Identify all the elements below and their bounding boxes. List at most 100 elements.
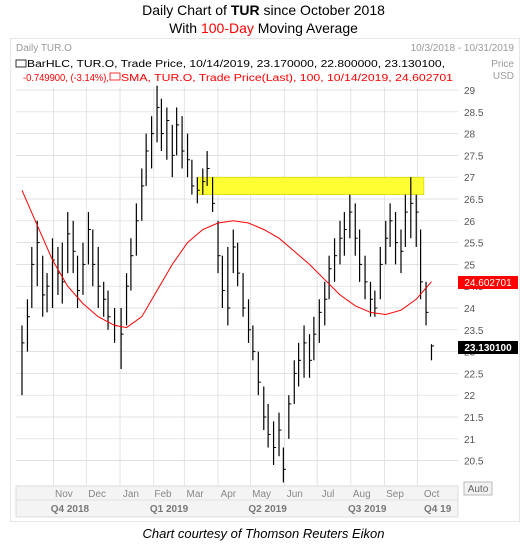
- ticker-symbol: TUR: [230, 2, 260, 18]
- price-bar: [87, 212, 91, 265]
- price-bar: [257, 351, 261, 396]
- y-tick-label: 20.5: [464, 457, 484, 468]
- y-tick-label: 28.5: [464, 108, 484, 119]
- price-bar: [400, 229, 404, 274]
- price-bar: [150, 116, 155, 169]
- price-bar: [135, 203, 139, 256]
- price-chart: 2928.52827.52726.52625.52524.52423.52322…: [10, 38, 520, 522]
- price-bar: [191, 159, 195, 195]
- price-bar: [293, 360, 297, 404]
- price-bar: [419, 229, 424, 300]
- price-bar: [42, 255, 46, 317]
- y-tick-label: 25: [464, 260, 476, 271]
- price-bar: [125, 273, 130, 326]
- price-bar: [288, 395, 292, 439]
- price-bar: [318, 299, 322, 343]
- price-bar: [394, 212, 399, 265]
- price-bar: [364, 255, 368, 300]
- y-tick-label: 28: [464, 130, 476, 141]
- price-bar: [349, 194, 353, 239]
- price-bar: [379, 246, 383, 300]
- price-bar: [298, 342, 302, 387]
- price-bar: [141, 168, 145, 221]
- sma-line: [21, 190, 432, 329]
- price-bar: [166, 107, 170, 160]
- price-bar: [272, 421, 277, 465]
- price-bar: [186, 133, 191, 178]
- price-bar: [303, 325, 307, 378]
- y-tick-label: 25.5: [464, 239, 484, 250]
- sma-legend-text: SMA, TUR.O, Trade Price(Last), 100, 10/1…: [121, 73, 454, 84]
- x-quarter-label: Q2 2019: [248, 504, 287, 515]
- price-axis-label: Price: [491, 59, 514, 70]
- x-axis-strip: [15, 485, 459, 518]
- price-bar: [130, 238, 134, 291]
- price-bar: [26, 299, 30, 352]
- y-tick-label: 24: [464, 304, 476, 315]
- y-tick-label: 23.5: [464, 326, 484, 337]
- x-month-label: Oct: [424, 489, 440, 500]
- chart-title-line1: Daily Chart of TUR since October 2018: [142, 2, 385, 18]
- price-bar: [404, 194, 408, 247]
- price-bar: [237, 242, 241, 287]
- bars-legend-icon: [15, 59, 27, 68]
- x-month-label: Dec: [88, 489, 106, 500]
- price-bar: [242, 273, 246, 317]
- x-month-label: Jan: [123, 489, 139, 500]
- price-bar: [343, 212, 347, 256]
- price-bar: [46, 273, 50, 313]
- price-bar: [120, 308, 124, 370]
- price-bar: [171, 124, 175, 178]
- x-month-label: Jun: [287, 489, 303, 500]
- x-quarter-label: Q3 2019: [348, 504, 387, 515]
- chart-frame: [10, 38, 520, 522]
- chart-date-range: 10/3/2018 - 10/31/2019: [411, 43, 515, 54]
- grid-lines: [16, 87, 458, 486]
- chart-header-title: Daily TUR.O: [16, 43, 72, 54]
- price-bar: [313, 316, 317, 361]
- price-bar: [196, 177, 200, 204]
- last-price-tag: [458, 341, 518, 354]
- price-bar: [385, 220, 389, 265]
- price-bar: [67, 212, 71, 274]
- price-bar: [369, 281, 373, 317]
- x-month-label: Apr: [221, 489, 237, 500]
- price-bar: [145, 133, 149, 186]
- price-bar: [339, 220, 343, 265]
- moving-average-period: 100-Day: [200, 20, 254, 36]
- sma-value-label: 24.602701: [464, 278, 512, 289]
- price-bar: [247, 299, 252, 343]
- highlight-band: [197, 176, 425, 195]
- price-bar: [92, 229, 96, 287]
- y-tick-label: 26: [464, 217, 476, 228]
- y-tick-label: 29: [464, 86, 476, 97]
- sma-legend-icon: [109, 72, 121, 81]
- price-bar: [252, 325, 256, 361]
- auto-scale-button[interactable]: [463, 481, 493, 496]
- y-tick-label: 27: [464, 173, 476, 184]
- price-bar: [324, 281, 328, 326]
- price-bar: [202, 168, 206, 195]
- x-axis: Nov Dec Jan Feb Mar Apr May Jun Jul Aug Sep Oct Q4 2…: [15, 485, 459, 518]
- x-month-label: Nov: [55, 489, 73, 500]
- price-bar: [359, 229, 363, 282]
- price-bar: [221, 255, 225, 308]
- price-bar: [217, 220, 221, 274]
- price-bar: [103, 281, 107, 317]
- price-bar: [354, 203, 358, 256]
- y-tick-label: 21.5: [464, 413, 484, 424]
- x-month-label: Sep: [386, 489, 404, 500]
- price-bar: [267, 403, 271, 448]
- x-quarter-label: Q4 19: [424, 504, 452, 515]
- price-bar: [176, 107, 180, 156]
- price-bar: [308, 334, 313, 378]
- price-bar: [181, 116, 185, 169]
- price-bar: [415, 194, 419, 247]
- last-price-label: 23.130100: [464, 343, 512, 354]
- y-tick-label: 22.5: [464, 369, 484, 380]
- price-bar: [82, 242, 86, 295]
- price-bar: [36, 220, 40, 287]
- chart-caption: Chart courtesy of Thomson Reuters Eikon: [142, 526, 385, 541]
- price-bar: [21, 325, 25, 396]
- sma-value-tag: [458, 276, 518, 289]
